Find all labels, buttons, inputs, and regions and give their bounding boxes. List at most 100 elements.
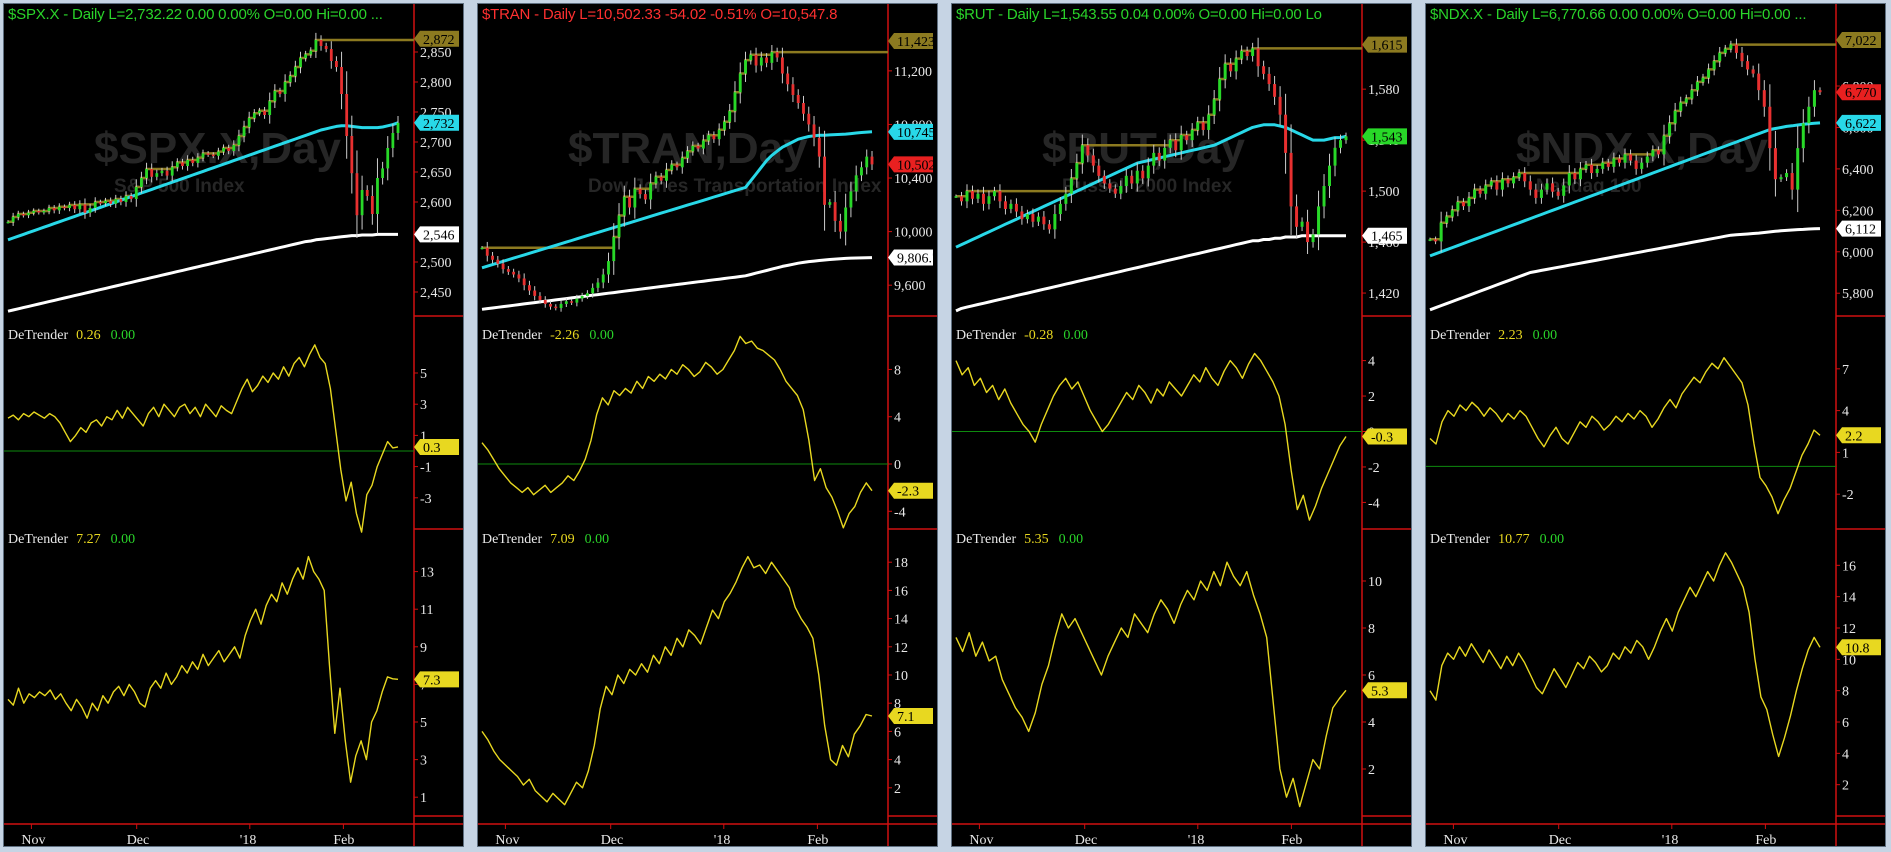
detrender2-tick-label: 4: [1842, 747, 1849, 762]
candle-body: [1014, 203, 1018, 212]
candle-body: [1645, 156, 1649, 163]
detrender1-tick-label: -4: [1368, 496, 1380, 511]
candle-body: [1523, 173, 1527, 182]
detrender2-tick-label: 4: [1368, 716, 1375, 731]
candle-body: [1651, 150, 1655, 157]
detrender1-tick-label: 4: [1842, 405, 1849, 420]
detrender1-tick-label: 4: [1368, 355, 1375, 370]
candle-body: [1640, 162, 1644, 169]
detrender2-tick-label: 8: [1842, 685, 1849, 700]
candle-body: [1339, 140, 1342, 148]
candle-body: [701, 140, 705, 149]
detrender2-tick-label: 8: [1368, 622, 1375, 637]
candle-body: [1473, 189, 1477, 198]
candle-body: [283, 82, 287, 94]
candle-body: [1223, 63, 1227, 79]
candle-body: [1506, 179, 1510, 184]
candle-body: [485, 247, 489, 256]
detrender2-value-tag-box: [1362, 682, 1407, 699]
candle-body: [1428, 239, 1432, 241]
detrender1-line: [1429, 357, 1821, 515]
x-tick-label: Nov: [969, 833, 993, 846]
candle-body: [1300, 221, 1304, 227]
candle-body: [1196, 122, 1200, 130]
candle-body: [309, 50, 313, 55]
detrender1-value-tag: 0.3: [423, 441, 441, 456]
candle-body: [1278, 96, 1282, 115]
candle-body: [1734, 44, 1738, 53]
candle-body: [1634, 160, 1638, 169]
candle-body: [1461, 202, 1465, 207]
candle-body: [1712, 61, 1716, 70]
candle-body: [649, 183, 653, 200]
candle-body: [273, 91, 277, 102]
price-tick-label: 1,580: [1368, 83, 1400, 98]
detrender2-change: 0.00: [1539, 532, 1565, 547]
candle-body: [998, 191, 1002, 202]
detrender2-tick-label: 18: [894, 556, 908, 571]
detrender1-label: DeTrender 0.26 0.00: [8, 328, 135, 344]
candle-body: [601, 274, 605, 283]
candle-body: [675, 164, 679, 168]
detrender2-value-tag: 5.3: [1371, 684, 1389, 699]
detrender2-label: DeTrender 10.77 0.00: [1430, 532, 1564, 548]
price-tick-label: 1,500: [1368, 185, 1400, 200]
candle-body: [1317, 206, 1321, 235]
detrender1-value-tag-box: [1836, 427, 1881, 444]
candle-body: [538, 295, 542, 300]
detrender2-name: DeTrender: [1430, 532, 1491, 547]
candle-body: [1556, 191, 1560, 196]
candle-body: [1701, 77, 1705, 82]
price-tick-label: 2,450: [420, 286, 452, 301]
detrender2-tick-label: 6: [1368, 669, 1375, 684]
detrender2-line: [481, 555, 873, 806]
candle-body: [1322, 186, 1326, 207]
candle-body: [749, 54, 753, 61]
detrender2-tick-label: 9: [420, 641, 427, 656]
sma50-line: [1429, 121, 1821, 258]
candle-body: [1201, 122, 1205, 130]
candle-body: [1256, 48, 1260, 67]
candle-body: [833, 202, 837, 221]
running-high-line: [956, 47, 1346, 198]
candle-body: [622, 196, 626, 216]
candle-body: [1152, 152, 1156, 166]
chart-panel-tran: $TRAN,Day Dow Jones Transportation Index 9…: [477, 3, 938, 847]
candle-body: [733, 92, 737, 112]
candle-body: [319, 40, 323, 46]
candle-body: [517, 274, 521, 279]
candle-body: [591, 287, 595, 294]
detrender2-value: 10.77: [1498, 532, 1530, 547]
candle-body: [186, 160, 189, 166]
x-tick-label: '18: [1188, 833, 1205, 846]
candle-body: [1762, 90, 1766, 107]
candle-body: [522, 278, 526, 286]
chart-header: $TRAN - Daily L=10,502.33 -54.02 -0.51% …: [482, 6, 838, 23]
detrender2-change: 0.00: [110, 532, 136, 547]
candle-body: [807, 113, 811, 125]
price-value-tag-box: [888, 123, 933, 140]
candle-body: [396, 122, 400, 133]
chart-svg: 1,4201,4601,5001,5401,5801,6151,5431,465…: [952, 4, 1411, 846]
candle-body: [823, 156, 826, 205]
candle-body: [42, 211, 46, 213]
detrender1-tick-label: -1: [420, 461, 432, 476]
candle-body: [217, 151, 220, 156]
detrender2-line: [1429, 552, 1821, 758]
candle-body: [970, 191, 974, 199]
candle-body: [754, 54, 758, 66]
candle-body: [786, 73, 790, 85]
candle-body: [1690, 90, 1694, 99]
candle-body: [607, 261, 610, 275]
candle-body: [258, 110, 261, 114]
candle-body: [160, 170, 164, 174]
x-tick-label: Dec: [127, 833, 150, 846]
candle-body: [1036, 216, 1040, 222]
detrender2-tick-label: 13: [420, 566, 434, 581]
detrender1-value-tag-box: [888, 482, 933, 499]
detrender2-tick-label: 4: [894, 754, 901, 769]
price-value-tag-box: [888, 32, 933, 49]
candle-body: [355, 173, 359, 216]
price-value-tag: 2,546: [423, 228, 455, 243]
candle-body: [114, 199, 118, 204]
